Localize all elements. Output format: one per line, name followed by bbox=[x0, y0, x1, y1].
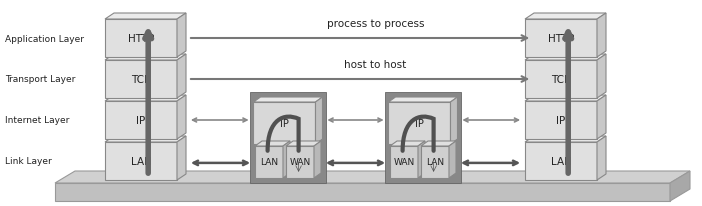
Polygon shape bbox=[670, 171, 690, 201]
Polygon shape bbox=[105, 14, 186, 20]
Text: HTTP: HTTP bbox=[128, 34, 154, 44]
Text: Internet Layer: Internet Layer bbox=[5, 116, 69, 125]
Text: process to process: process to process bbox=[326, 19, 424, 29]
Polygon shape bbox=[286, 146, 314, 178]
Polygon shape bbox=[177, 55, 186, 98]
Text: WAN: WAN bbox=[393, 158, 415, 167]
Text: TCP: TCP bbox=[551, 75, 571, 85]
Polygon shape bbox=[597, 14, 606, 58]
Text: Transport Layer: Transport Layer bbox=[5, 75, 75, 84]
Polygon shape bbox=[283, 141, 290, 178]
Polygon shape bbox=[390, 141, 425, 146]
Polygon shape bbox=[177, 136, 186, 180]
Polygon shape bbox=[418, 141, 425, 178]
Polygon shape bbox=[597, 96, 606, 139]
Polygon shape bbox=[286, 141, 321, 146]
Polygon shape bbox=[105, 61, 177, 98]
Polygon shape bbox=[597, 55, 606, 98]
Polygon shape bbox=[385, 92, 461, 183]
Text: TCP: TCP bbox=[131, 75, 151, 85]
Polygon shape bbox=[105, 142, 177, 180]
Text: IP: IP bbox=[136, 115, 145, 125]
Polygon shape bbox=[255, 146, 283, 178]
Polygon shape bbox=[449, 141, 456, 178]
Polygon shape bbox=[525, 136, 606, 142]
Polygon shape bbox=[255, 141, 290, 146]
Text: host to host: host to host bbox=[345, 60, 406, 70]
Text: IP: IP bbox=[280, 118, 289, 128]
Polygon shape bbox=[105, 20, 177, 58]
Polygon shape bbox=[253, 97, 322, 103]
Text: LAN: LAN bbox=[550, 156, 571, 166]
Polygon shape bbox=[451, 97, 458, 144]
Polygon shape bbox=[105, 96, 186, 102]
Polygon shape bbox=[525, 14, 606, 20]
Polygon shape bbox=[525, 61, 597, 98]
Text: IP: IP bbox=[415, 118, 424, 128]
Polygon shape bbox=[55, 183, 670, 201]
Polygon shape bbox=[177, 14, 186, 58]
Polygon shape bbox=[105, 136, 186, 142]
Polygon shape bbox=[525, 142, 597, 180]
Polygon shape bbox=[55, 171, 690, 183]
Polygon shape bbox=[250, 92, 326, 183]
Text: LAN: LAN bbox=[131, 156, 152, 166]
Polygon shape bbox=[315, 97, 322, 144]
Polygon shape bbox=[525, 20, 597, 58]
Polygon shape bbox=[421, 141, 456, 146]
Polygon shape bbox=[314, 141, 321, 178]
Polygon shape bbox=[177, 96, 186, 139]
Polygon shape bbox=[105, 102, 177, 139]
Text: WAN: WAN bbox=[289, 158, 310, 167]
Polygon shape bbox=[388, 97, 458, 103]
Text: Application Layer: Application Layer bbox=[5, 34, 84, 43]
Polygon shape bbox=[525, 55, 606, 61]
Polygon shape bbox=[105, 55, 186, 61]
Polygon shape bbox=[525, 96, 606, 102]
Text: LAN: LAN bbox=[426, 158, 444, 167]
Polygon shape bbox=[253, 103, 315, 144]
Polygon shape bbox=[525, 102, 597, 139]
Text: Link Layer: Link Layer bbox=[5, 157, 52, 166]
Text: HTTP: HTTP bbox=[548, 34, 574, 44]
Text: IP: IP bbox=[557, 115, 566, 125]
Polygon shape bbox=[388, 103, 451, 144]
Polygon shape bbox=[597, 136, 606, 180]
Text: LAN: LAN bbox=[260, 158, 278, 167]
Polygon shape bbox=[421, 146, 449, 178]
Polygon shape bbox=[390, 146, 418, 178]
